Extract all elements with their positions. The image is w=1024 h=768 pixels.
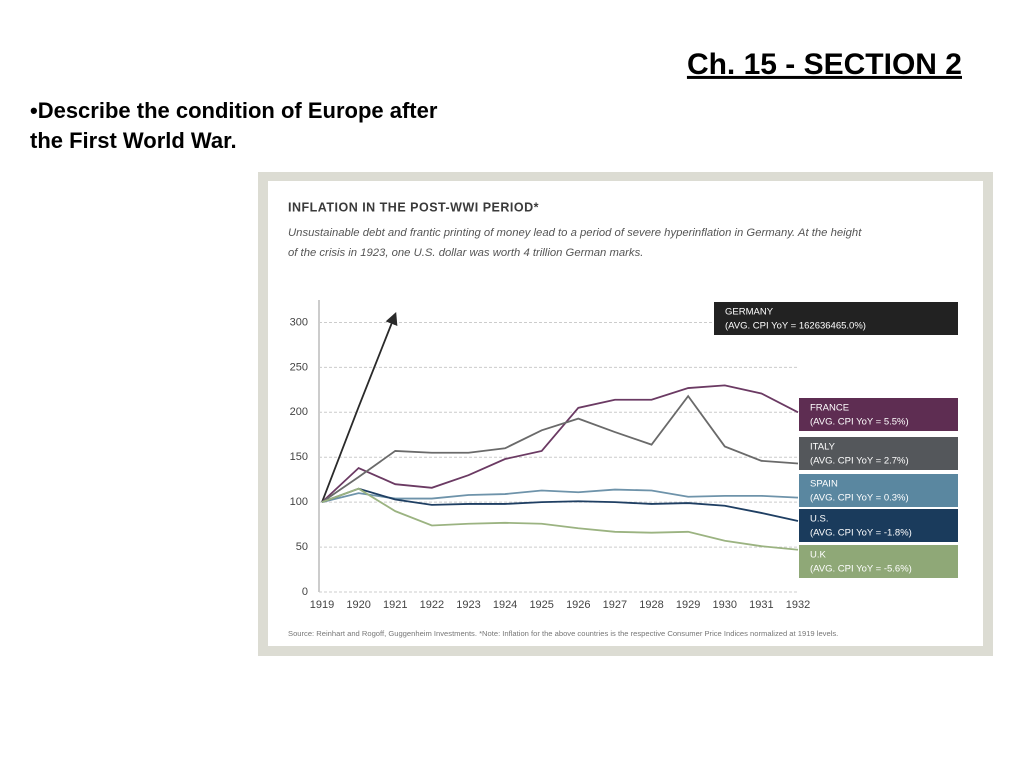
x-tick-label: 1923 [456, 599, 480, 611]
legend-box [799, 398, 958, 431]
y-tick-label: 250 [290, 361, 308, 373]
y-tick-label: 150 [290, 451, 308, 463]
x-tick-label: 1926 [566, 599, 590, 611]
x-tick-label: 1921 [383, 599, 407, 611]
y-tick-label: 200 [290, 406, 308, 418]
legend-box [799, 509, 958, 542]
x-tick-label: 1930 [713, 599, 737, 611]
x-tick-label: 1922 [420, 599, 444, 611]
legend-note: (AVG. CPI YoY = 5.5%) [810, 417, 909, 428]
y-tick-label: 100 [290, 496, 308, 508]
x-tick-label: 1931 [749, 599, 773, 611]
x-tick-label: 1927 [603, 599, 627, 611]
legend-box [799, 437, 958, 470]
legend-note: (AVG. CPI YoY = 2.7%) [810, 456, 909, 467]
legend-name: FRANCE [810, 403, 849, 414]
series-line [321, 384, 799, 503]
legend-box [799, 474, 958, 507]
slide-heading: Ch. 15 - SECTION 2 [687, 48, 962, 81]
x-tick-label: 1929 [676, 599, 700, 611]
legend-box [714, 302, 958, 335]
legend-note: (AVG. CPI YoY = -5.6%) [810, 564, 912, 575]
legend-note: (AVG. CPI YoY = -1.8%) [810, 528, 912, 539]
x-tick-label: 1920 [346, 599, 370, 611]
series-line [321, 488, 799, 504]
series-line [321, 394, 799, 503]
legend-note: (AVG. CPI YoY = 162636465.0%) [725, 321, 866, 332]
legend-box [799, 545, 958, 578]
y-tick-label: 50 [296, 541, 308, 553]
series-line [321, 312, 398, 503]
chart-title: INFLATION IN THE POST-WWI PERIOD* [288, 200, 539, 214]
legend-name: U.S. [810, 514, 828, 525]
series-line [321, 487, 799, 522]
series-line [321, 487, 799, 551]
legend-name: GERMANY [725, 307, 774, 318]
legend-name: ITALY [810, 442, 836, 453]
chart-source: Source: Reinhart and Rogoff, Guggenheim … [288, 629, 838, 638]
y-tick-label: 300 [290, 316, 308, 328]
y-tick-label: 0 [302, 586, 308, 598]
x-tick-label: 1928 [639, 599, 663, 611]
bullet-line: •Describe the condition of Europe after [30, 98, 438, 123]
x-tick-label: 1932 [786, 599, 810, 611]
x-tick-label: 1919 [310, 599, 334, 611]
legend-name: SPAIN [810, 479, 838, 490]
legend-note: (AVG. CPI YoY = 0.3%) [810, 493, 909, 504]
legend-name: U.K [810, 550, 827, 561]
chart-subtitle: Unsustainable debt and frantic printing … [288, 227, 862, 239]
x-tick-label: 1924 [493, 599, 517, 611]
chart-subtitle: of the crisis in 1923, one U.S. dollar w… [288, 247, 643, 259]
x-tick-label: 1925 [529, 599, 553, 611]
bullet-line: the First World War. [30, 128, 237, 153]
